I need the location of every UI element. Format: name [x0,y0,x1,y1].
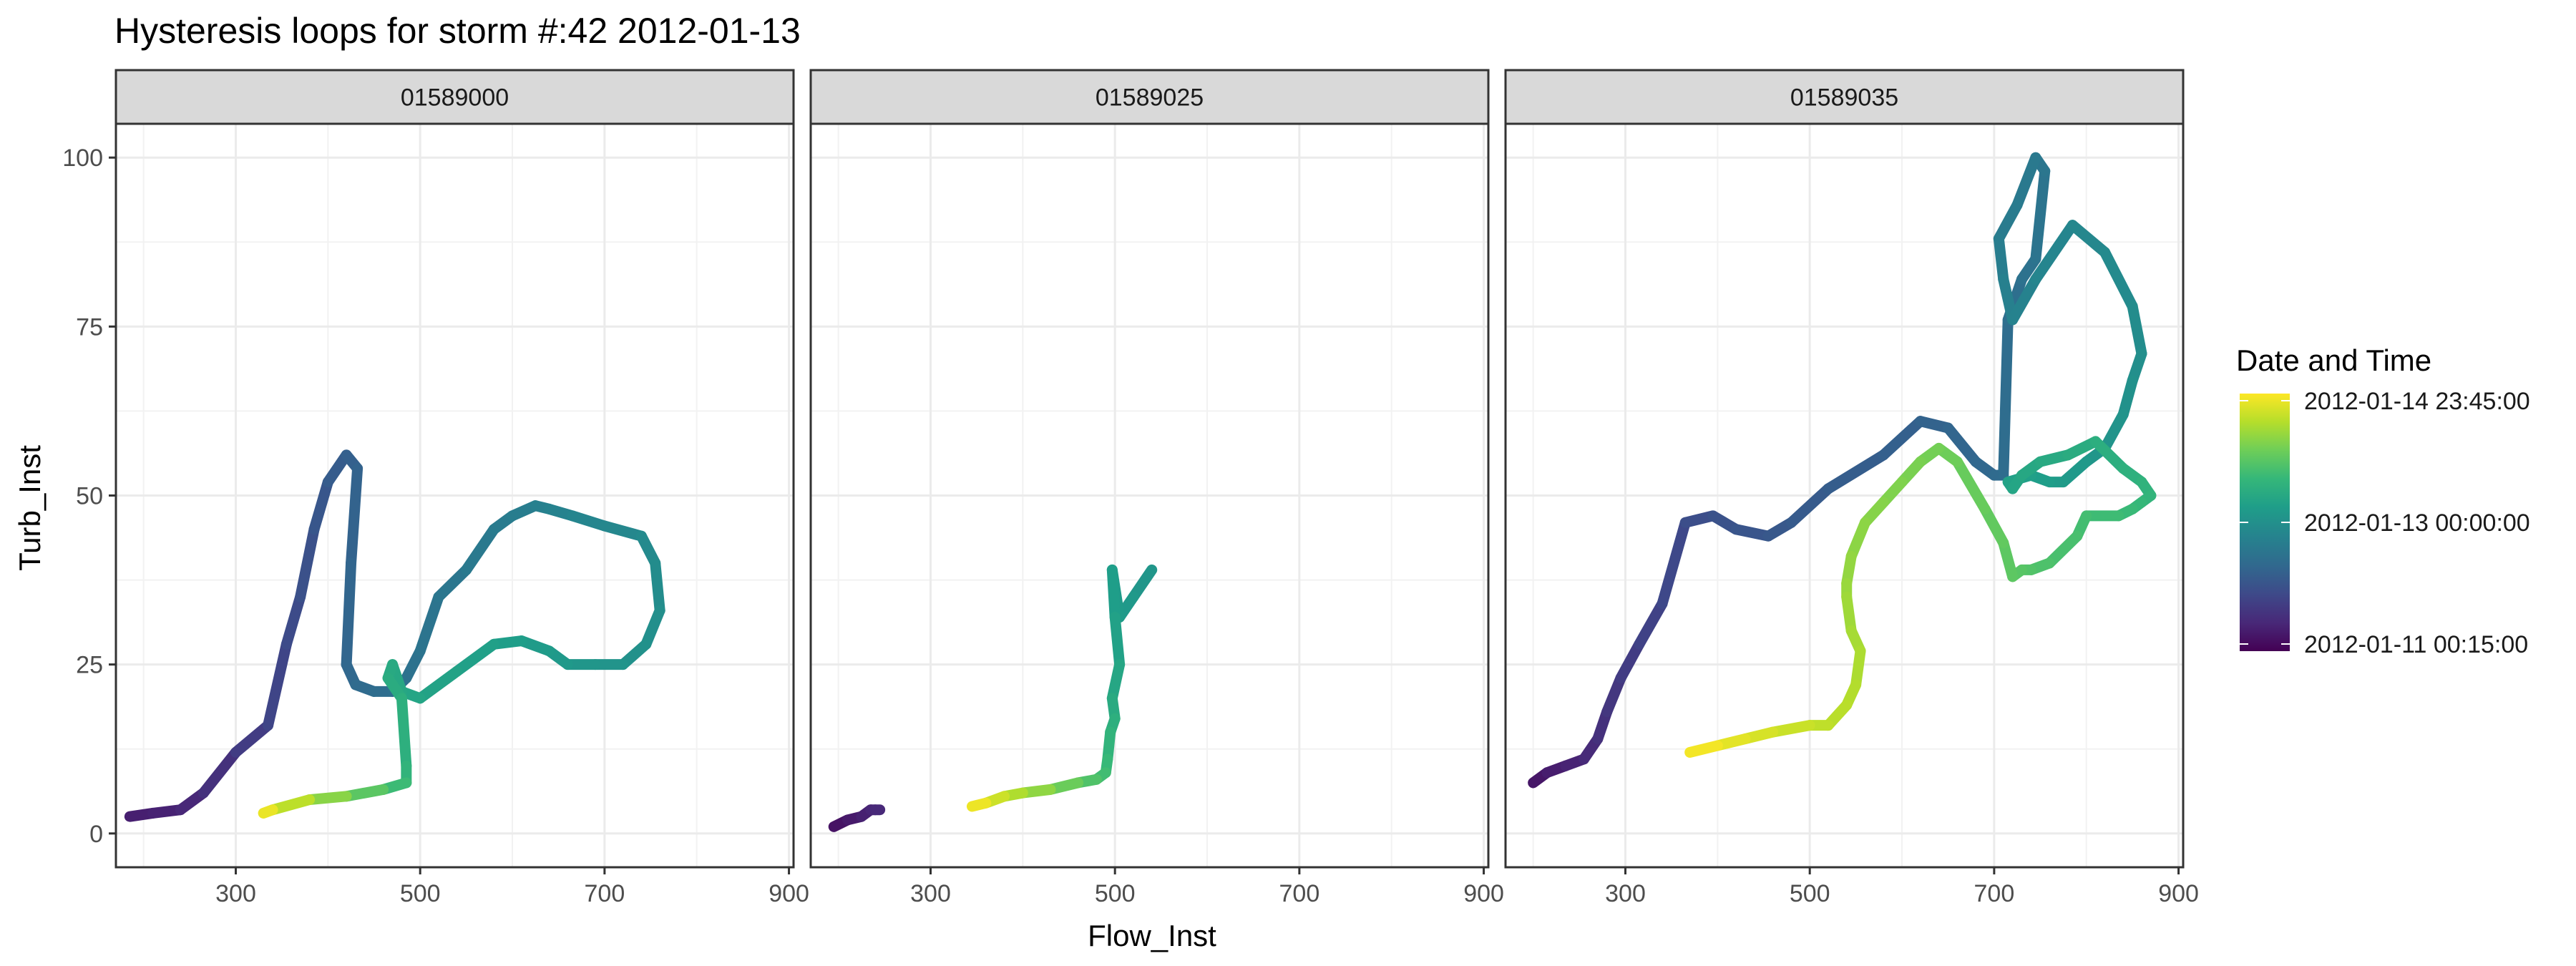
hysteresis-path-segment [1684,740,1723,758]
hysteresis-path-segment [414,665,463,704]
hysteresis-path-segment [2067,220,2110,258]
hysteresis-path-segment [1951,456,1991,514]
hysteresis-path-segment [1993,199,2023,245]
hysteresis-path-segment [258,804,278,819]
x-tick-label: 500 [1095,880,1136,907]
legend-title: Date and Time [2236,343,2431,377]
hysteresis-path-segment [1993,233,2009,285]
x-tick-label: 300 [215,880,256,907]
hysteresis-path-segment [2007,273,2041,326]
hysteresis-path-segment [1998,314,2014,481]
hysteresis-path-segment [2011,152,2041,210]
facet-panel-01589035: 01589035 300 500 700 900 [1504,69,2199,907]
hysteresis-path-segment [2030,220,2078,285]
hysteresis-path-2-segment [1106,659,1126,704]
hysteresis-path-segment [1942,422,1981,467]
hysteresis-path-segment [1634,598,1668,650]
hysteresis-path-segment [1841,591,1857,636]
hysteresis-path-segment [346,463,364,569]
hysteresis-path-segment [341,557,357,670]
legend-label-end: 2012-01-14 23:45:00 [2304,388,2530,415]
hysteresis-path-segment [1823,449,1889,494]
hysteresis-path-segment [1845,517,1870,562]
hysteresis-path-segment [1998,537,2019,582]
hysteresis-path-segment [267,794,316,816]
hysteresis-path-segment [461,524,499,575]
hysteresis-path-segment [640,605,665,650]
chart-title: Hysteresis loops for storm #:42 2012-01-… [114,11,801,51]
x-tick-label: 900 [2158,880,2199,907]
hysteresis-path-2-segment [1128,564,1158,602]
hysteresis-path-segment [1878,416,1926,461]
hysteresis-path-segment [341,784,389,802]
facet-panel-01589000: 01589000 300 500 700 900 0 25 50 75 100 [62,69,809,907]
hysteresis-path-segment [2030,165,2051,265]
hysteresis-path-segment [1767,720,1815,738]
x-tick-label: 500 [1790,880,1830,907]
facet-strip-label: 01589000 [401,84,509,112]
y-tick-label: 25 [76,652,103,679]
legend-label-mid: 2012-01-13 00:00:00 [2304,509,2530,537]
hysteresis-path-2-segment [966,797,992,812]
hysteresis-path-segment [567,510,610,532]
hysteresis-path-segment [2044,530,2083,569]
hysteresis-path-segment [2099,409,2129,454]
hysteresis-path-segment [1979,503,2009,549]
facet-panel-01589025: 01589025 300 500 700 900 [809,69,1504,907]
y-tick-label: 50 [76,483,103,510]
x-tick-label: 300 [1605,880,1646,907]
legend: Date and Time 2012-01-14 23:45:00 2012-0… [2236,343,2530,658]
y-tick-label: 75 [76,313,103,341]
hysteresis-path-segment [599,520,647,542]
hysteresis-path-segment [650,557,665,616]
hysteresis-path-segment [414,591,444,657]
y-tick-label: 100 [62,145,103,172]
y-tick-label: 0 [89,821,103,848]
hysteresis-path-segment [1730,524,1774,542]
hysteresis-path-2-segment [1109,612,1126,670]
x-tick-label: 900 [1463,880,1504,907]
hysteresis-path-segment [1850,645,1866,691]
hysteresis-path-segment [304,791,352,806]
x-tick-label: 900 [769,880,809,907]
hysteresis-path-2-segment [1106,564,1121,623]
hysteresis-path-segment [280,591,306,650]
hysteresis-path-segment [295,524,320,602]
hysteresis-path-segment [2099,246,2138,312]
x-axis-title: Flow_Inst [1088,919,1216,952]
facet-strip-label: 01589025 [1096,84,1204,112]
hysteresis-path-segment [230,720,274,758]
hysteresis-path-segment [308,477,333,535]
x-tick-label: 700 [1279,880,1320,907]
x-tick-label: 300 [910,880,951,907]
hysteresis-path-segment [433,564,472,602]
y-axis-title: Turb_Inst [13,445,47,571]
x-tick-label: 500 [400,880,441,907]
hysteresis-path-segment [197,746,241,799]
hysteresis-path-segment [263,638,292,731]
hysteresis-path-segment [1601,673,1626,718]
x-tick-label: 700 [585,880,625,907]
hysteresis-path-segment [1657,517,1691,610]
hysteresis-path-segment [396,693,412,771]
facet-strip [1504,69,2185,125]
facet-strip-label: 01589035 [1790,84,1898,112]
legend-label-start: 2012-01-11 00:15:00 [2304,631,2528,658]
facet-strip [809,69,1490,125]
hysteresis-path-segment [452,638,499,677]
x-tick-label: 700 [1974,880,2015,907]
hysteresis-path-segment [1615,638,1645,684]
hysteresis-path-segment [2117,375,2138,420]
facet-strip [114,69,795,125]
hysteresis-path-segment [2127,301,2147,359]
hysteresis-path-segment [1785,483,1834,528]
hysteresis-path-segment [2090,436,2129,474]
